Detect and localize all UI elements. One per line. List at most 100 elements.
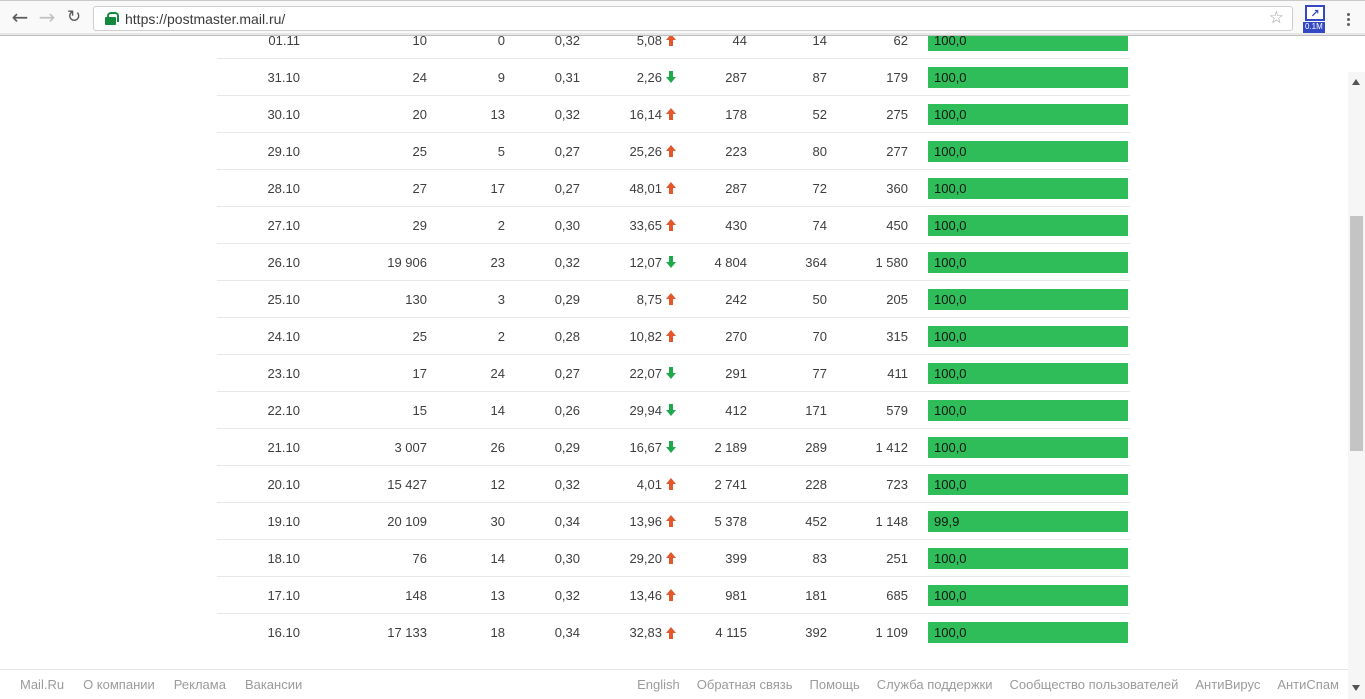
scrollbar-down-arrow-icon[interactable]: [1352, 685, 1360, 691]
delivery-rate-label: 100,0: [934, 476, 967, 492]
table-row: 24.10 25 2 0,28 10,82 270 70 315 100,0: [217, 318, 1130, 355]
cell-col2: 14: [490, 550, 505, 566]
delivery-rate-label: 100,0: [934, 36, 967, 48]
cell-col2: 23: [490, 254, 505, 270]
address-bar[interactable]: https://postmaster.mail.ru/ ☆: [93, 6, 1293, 31]
footer-link[interactable]: Помощь: [809, 677, 860, 692]
cell-date: 28.10: [267, 180, 300, 196]
delivery-rate-label: 100,0: [934, 625, 967, 640]
footer-links-left: Mail.Ru О компании Реклама Вакансии: [20, 677, 302, 692]
cell-col6: 181: [805, 587, 827, 603]
trend-value: 13,96: [629, 513, 662, 529]
table-row: 29.10 25 5 0,27 25,26 223 80 277 100,0: [217, 133, 1130, 170]
cell-col1: 29: [412, 217, 427, 233]
https-lock-icon[interactable]: [105, 12, 119, 25]
cell-col6: 364: [805, 254, 827, 270]
cell-col7: 685: [886, 587, 908, 603]
trend-up-arrow-icon: [666, 36, 676, 46]
delivery-rate-bar: 100,0: [928, 103, 1128, 125]
scrollbar-up-arrow-icon[interactable]: [1352, 79, 1360, 85]
delivery-rate-label: 100,0: [934, 180, 967, 196]
cell-date: 19.10: [267, 513, 300, 529]
reload-button[interactable]: ↻: [59, 1, 89, 34]
cell-delivery-bar: 100,0: [928, 251, 1130, 273]
footer-link[interactable]: Реклама: [173, 677, 226, 692]
cell-col5: 287: [725, 180, 747, 196]
cell-col5: 399: [725, 550, 747, 566]
chrome-menu-button[interactable]: [1340, 9, 1356, 29]
trend-value: 10,82: [629, 328, 662, 344]
cell-col1: 3 007: [394, 439, 427, 455]
cell-col6: 392: [805, 625, 827, 640]
cell-date: 17.10: [267, 587, 300, 603]
footer-link[interactable]: Вакансии: [244, 677, 303, 692]
extension-badge: 0.1M: [1303, 22, 1325, 33]
cell-trend-value: 12,07: [580, 255, 676, 270]
footer-link[interactable]: О компании: [83, 677, 155, 692]
cell-col2: 14: [490, 402, 505, 418]
cell-col2: 18: [490, 625, 505, 640]
footer-link[interactable]: АнтиСпам: [1277, 677, 1339, 692]
table-row: 18.10 76 14 0,30 29,20 399 83 251 100,0: [217, 540, 1130, 577]
url-text[interactable]: https://postmaster.mail.ru/: [125, 10, 286, 27]
footer-link[interactable]: English: [637, 677, 680, 692]
trend-value: 16,67: [629, 439, 662, 455]
trend-value: 2,26: [636, 69, 662, 85]
delivery-rate-bar: 100,0: [928, 288, 1128, 310]
cell-col5: 5 378: [714, 513, 747, 529]
cell-col3: 0,27: [554, 143, 580, 159]
cell-col1: 19 906: [387, 254, 427, 270]
cell-date: 16.10: [267, 625, 300, 640]
cell-col7: 1 580: [875, 254, 908, 270]
forward-button[interactable]: →: [32, 1, 62, 34]
delivery-rate-bar: 100,0: [928, 325, 1128, 347]
scrollbar-thumb[interactable]: [1350, 216, 1363, 451]
trend-up-arrow-icon: [666, 589, 676, 601]
cell-trend-value: 33,65: [580, 218, 676, 233]
cell-col6: 289: [805, 439, 827, 455]
cell-col3: 0,30: [554, 550, 580, 566]
cell-col2: 30: [490, 513, 505, 529]
extension-button[interactable]: ↗ 0.1M: [1303, 5, 1329, 34]
trend-value: 32,83: [629, 625, 662, 640]
footer-link[interactable]: Служба поддержки: [876, 677, 993, 692]
trend-up-arrow-icon: [666, 293, 676, 305]
cell-col3: 0,26: [554, 402, 580, 418]
cell-trend-value: 16,14: [580, 107, 676, 122]
table-row: 26.10 19 906 23 0,32 12,07 4 804 364 1 580 100,0: [217, 244, 1130, 281]
bookmark-star-icon[interactable]: ☆: [1268, 8, 1284, 28]
cell-col2: 2: [497, 217, 505, 233]
cell-trend-value: 5,08: [580, 36, 676, 48]
delivery-rate-bar: 100,0: [928, 251, 1128, 273]
cell-col5: 44: [732, 36, 747, 48]
page-scrollbar[interactable]: [1348, 72, 1365, 699]
trend-up-arrow-icon: [666, 626, 676, 639]
back-button[interactable]: ←: [5, 1, 35, 34]
cell-col5: 4 804: [714, 254, 747, 270]
cell-trend-value: 48,01: [580, 181, 676, 196]
cell-col3: 0,27: [554, 180, 580, 196]
table-row: 19.10 20 109 30 0,34 13,96 5 378 452 1 148 99,9: [217, 503, 1130, 540]
cell-col1: 24: [412, 69, 427, 85]
cell-trend-value: 10,82: [580, 329, 676, 344]
cell-col7: 411: [887, 365, 908, 381]
cell-col1: 20: [412, 106, 427, 122]
trend-down-arrow-icon: [666, 404, 676, 416]
cell-col6: 77: [812, 365, 827, 381]
footer-link[interactable]: Сообщество пользователей: [1009, 677, 1179, 692]
cell-col6: 14: [812, 36, 827, 48]
trend-up-arrow-icon: [666, 219, 676, 231]
cell-delivery-bar: 100,0: [928, 36, 1130, 51]
footer-link[interactable]: Mail.Ru: [20, 677, 65, 692]
cell-col5: 178: [725, 106, 747, 122]
cell-col1: 148: [405, 587, 427, 603]
table-row: 23.10 17 24 0,27 22,07 291 77 411 100,0: [217, 355, 1130, 392]
cell-col7: 450: [886, 217, 908, 233]
trend-value: 12,07: [629, 254, 662, 270]
cell-col2: 5: [497, 143, 505, 159]
cell-trend-value: 29,20: [580, 551, 676, 566]
delivery-rate-label: 100,0: [934, 291, 967, 307]
trend-value: 5,08: [636, 36, 662, 48]
footer-link[interactable]: АнтиВирус: [1195, 677, 1261, 692]
footer-link[interactable]: Обратная связь: [696, 677, 793, 692]
